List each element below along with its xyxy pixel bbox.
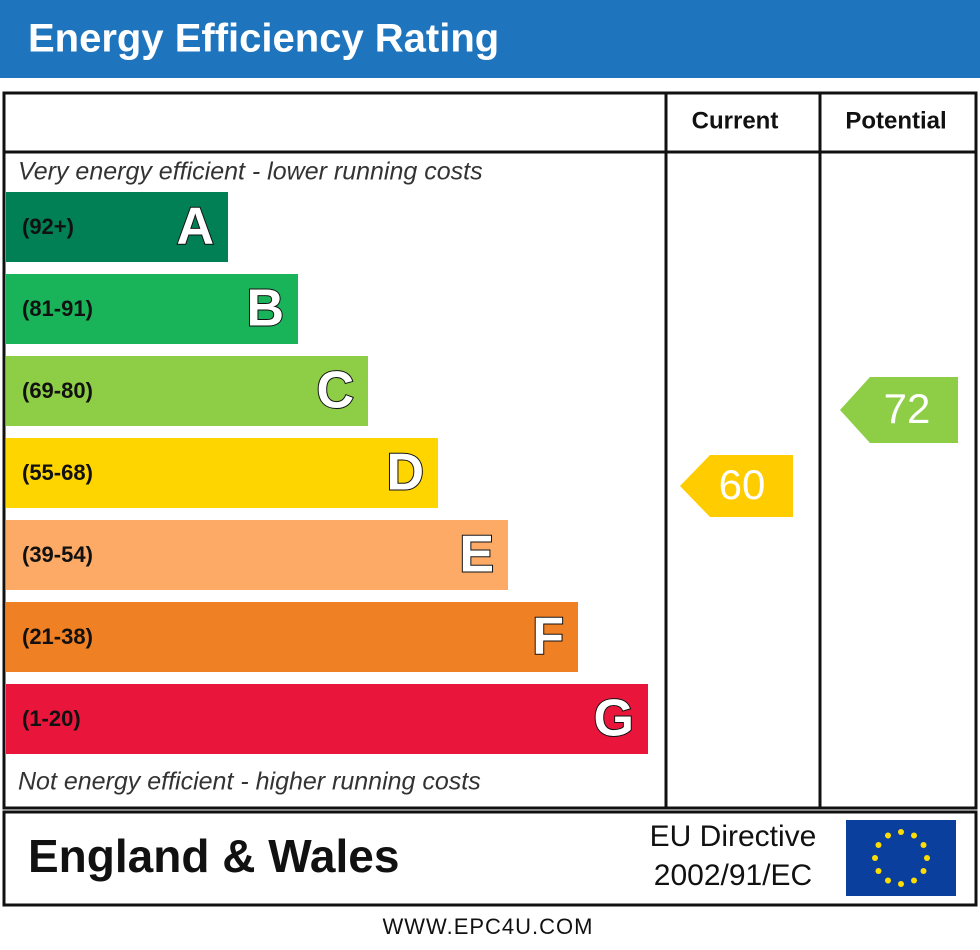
title-bar — [0, 0, 980, 78]
band-letter: G — [594, 690, 634, 748]
band-letter: C — [316, 362, 354, 420]
band-bar — [6, 684, 648, 754]
band-range: (21-38) — [22, 624, 93, 649]
current-header: Current — [692, 107, 779, 134]
band-bar — [6, 356, 368, 426]
eu-star — [898, 829, 904, 835]
band-range: (69-80) — [22, 378, 93, 403]
region: England & Wales — [28, 830, 399, 882]
top-note: Very energy efficient - lower running co… — [18, 158, 483, 186]
bands: (92+) A (81-91) B (69-80) C (55-68) D (39-54) E (2… — [6, 192, 648, 754]
band-bar — [6, 520, 508, 590]
main-frame — [2, 91, 978, 810]
band-range: (81-91) — [22, 296, 93, 321]
directive-line2: 2002/91/EC — [654, 859, 812, 892]
eu-star — [875, 842, 882, 848]
eu-star — [898, 881, 904, 887]
bottom-note: Not energy efficient - higher running co… — [18, 768, 481, 796]
band-range: (39-54) — [22, 542, 93, 567]
band-bar — [6, 438, 438, 508]
eu-star — [885, 877, 891, 884]
band-bar — [6, 602, 578, 672]
band-letter: B — [246, 280, 284, 338]
eu-star — [872, 855, 878, 861]
band-letter: F — [532, 608, 564, 666]
bottom-frame — [2, 810, 978, 907]
eu-star — [924, 855, 930, 861]
band-range: (92+) — [22, 214, 74, 239]
eu-star — [885, 832, 891, 839]
potential-score: 72 — [884, 385, 931, 432]
directive-line1: EU Directive — [650, 820, 817, 853]
eu-star — [920, 842, 927, 848]
footer: WWW.EPC4U.COM — [383, 914, 594, 939]
eu-star — [875, 868, 882, 874]
eu-star — [920, 868, 927, 874]
band-letter: A — [176, 198, 214, 256]
title: Energy Efficiency Rating — [28, 17, 499, 61]
band-bar — [6, 192, 228, 262]
band-letter: E — [459, 526, 494, 584]
potential-arrow — [840, 377, 958, 443]
current-score: 60 — [719, 461, 766, 508]
potential-header: Potential — [845, 107, 946, 134]
eu-stars — [872, 829, 930, 887]
band-range: (1-20) — [22, 706, 81, 731]
band-range: (55-68) — [22, 460, 93, 485]
eu-star — [911, 832, 917, 839]
band-bar — [6, 274, 298, 344]
band-letter: D — [386, 444, 424, 502]
eu-star — [911, 877, 917, 884]
current-arrow — [680, 455, 793, 517]
